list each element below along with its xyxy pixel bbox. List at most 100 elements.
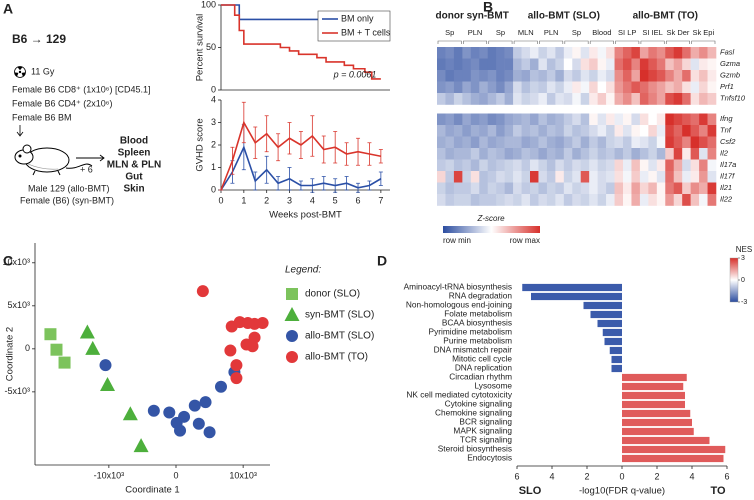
heat-cell (631, 93, 641, 105)
category-label: Purine metabolism (443, 336, 512, 346)
heat-cell (699, 159, 708, 172)
error-bar (378, 171, 383, 186)
colorbar (729, 257, 739, 303)
colorbar-label: row min (443, 236, 471, 245)
column-label: PLN (544, 28, 559, 37)
tissue: Gut (125, 172, 143, 183)
heat-cell (504, 93, 514, 105)
heat-cell (530, 81, 539, 94)
heat-cell (504, 47, 514, 59)
panel-label: A (3, 1, 13, 17)
heat-cell (572, 125, 582, 137)
heat-cell (639, 47, 649, 59)
heat-cell (453, 70, 463, 82)
heat-cell (470, 136, 480, 149)
heat-cell (504, 113, 514, 126)
point (147, 404, 160, 417)
x-tick-label: 7 (378, 195, 383, 205)
heat-cell (606, 159, 615, 172)
heat-cell (555, 81, 565, 94)
row-label: Fasl (720, 48, 735, 57)
heat-cell (699, 58, 708, 71)
heat-cell (673, 125, 683, 137)
heat-cell (656, 171, 666, 183)
heat-cell (690, 58, 700, 71)
heat-cell (445, 113, 455, 126)
legend-label: BM + T cells (341, 27, 391, 37)
heat-cell (665, 81, 675, 94)
heat-cell (673, 194, 683, 206)
heat-cell (504, 58, 514, 71)
heat-cell (648, 125, 658, 137)
bar (611, 355, 622, 364)
heat-cell (462, 159, 472, 172)
heat-cell (513, 47, 522, 59)
heat-cell (513, 171, 522, 183)
heat-cell (453, 148, 463, 160)
heat-cell (648, 81, 658, 94)
y-tick-label: 10x10³ (2, 257, 30, 267)
error-bar (378, 149, 383, 164)
heat-cell (682, 125, 691, 137)
heat-cell (445, 70, 455, 82)
row-label: Il22 (720, 195, 733, 204)
heat-cell (504, 70, 514, 82)
y-tick-label: 5x10³ (7, 300, 30, 310)
bar (622, 445, 726, 454)
heat-cell (690, 81, 700, 94)
heat-cell (614, 182, 624, 195)
point (163, 406, 176, 419)
x-tick-label: 0 (619, 471, 624, 481)
heat-cell (690, 194, 700, 206)
heat-cell (470, 47, 480, 59)
group-label: donor (436, 11, 464, 22)
legend-label: allo-BMT (SLO) (305, 331, 374, 342)
x-tick-label: 3 (287, 195, 292, 205)
heat-cell (546, 171, 556, 183)
heat-cell (707, 182, 717, 195)
heat-cell (580, 47, 590, 59)
heat-cell (470, 182, 480, 195)
y-tick-label: 0 (25, 343, 30, 353)
heat-cell (504, 182, 514, 195)
heat-cell (538, 93, 548, 105)
heat-cell (690, 93, 700, 105)
heat-cell (648, 148, 658, 160)
heat-cell (656, 47, 666, 59)
heat-cell (470, 58, 480, 71)
heat-cell (546, 148, 556, 160)
heat-cell (496, 125, 505, 137)
y-tick-label: 2 (211, 139, 216, 149)
heat-cell (563, 194, 573, 206)
heat-cell (623, 148, 632, 160)
heat-cell (437, 125, 446, 137)
category-label: Folate metabolism (444, 309, 512, 319)
heat-cell (589, 58, 598, 71)
heat-cell (673, 171, 683, 183)
row-label: Gzma (720, 59, 740, 68)
heat-cell (538, 58, 548, 71)
heat-cell (639, 113, 649, 126)
heat-cell (563, 148, 573, 160)
heat-cell (682, 113, 691, 126)
heat-cell (487, 171, 497, 183)
heat-cell (572, 194, 582, 206)
heat-cell (546, 194, 556, 206)
row-label: Prf1 (720, 82, 734, 91)
heat-cell (580, 125, 590, 137)
heat-cell (580, 148, 590, 160)
heat-cell (623, 93, 632, 105)
row-label: Il17f (720, 172, 735, 181)
bar (590, 310, 622, 319)
bar (531, 292, 622, 301)
heat-cell (462, 113, 472, 126)
heat-cell (546, 93, 556, 105)
y-axis-label: GVHD score (195, 118, 206, 171)
legend-label: allo-BMT (TO) (305, 352, 368, 363)
heat-cell (589, 93, 598, 105)
heat-cell (563, 125, 573, 137)
heat-cell (538, 47, 548, 59)
heat-cell (665, 93, 675, 105)
recipient: Male 129 (allo-BMT) (28, 183, 110, 193)
colorbar (443, 226, 540, 233)
